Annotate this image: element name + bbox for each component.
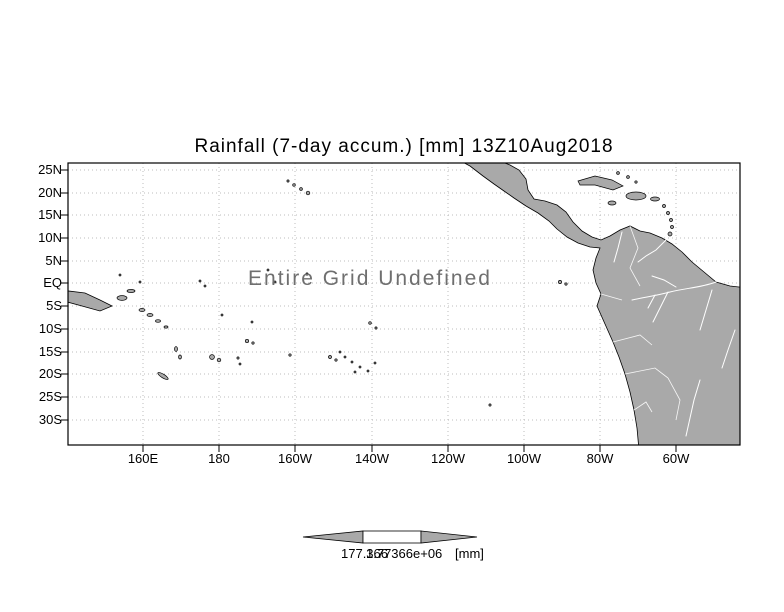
y-tick-label: 15S — [38, 344, 62, 359]
cook-islet — [288, 353, 292, 357]
new-guinea-tip — [68, 290, 113, 312]
galapagos-islet — [558, 280, 562, 284]
antilles-islet — [670, 225, 674, 229]
x-tick-label: 120W — [431, 451, 465, 466]
tuamotu-islet — [373, 361, 377, 365]
marquesas-islet — [374, 326, 378, 330]
colorbar-min-label: 177.366 — [341, 546, 388, 561]
vanuatu-islet — [174, 346, 178, 352]
solomon-islet — [138, 308, 146, 312]
country-border-lines — [600, 225, 681, 421]
kiribati-islet — [203, 284, 207, 288]
x-tick-label: 80W — [586, 451, 614, 466]
americas-landmass — [463, 163, 740, 445]
jamaica-island — [607, 200, 617, 206]
y-tick-label: 20S — [38, 366, 62, 381]
samoa-islet — [251, 341, 255, 345]
tuamotu-islet — [338, 350, 342, 354]
y-tick-label: 20N — [38, 185, 62, 200]
new-ireland-island — [126, 289, 136, 293]
plot-frame — [67, 162, 741, 446]
line-islands-islet — [273, 280, 277, 284]
hispaniola-island — [625, 191, 647, 201]
hawaii-islet — [299, 187, 303, 191]
fiji-islet — [216, 357, 222, 363]
colorbar-mid-cell — [362, 530, 422, 544]
tokelau-islet — [250, 320, 254, 324]
christmas-islet — [305, 272, 309, 276]
tuamotu-islet — [343, 355, 347, 359]
y-tick-label: 15N — [38, 207, 62, 222]
trinidad-island — [667, 231, 673, 237]
x-tick-label: 180 — [208, 451, 230, 466]
society-islet — [334, 358, 338, 362]
tonga-islet — [238, 362, 242, 366]
society-islet — [328, 355, 332, 359]
x-tick-label: 160E — [127, 451, 159, 466]
hawaii-islet — [286, 179, 290, 183]
new-britain-island — [116, 295, 128, 301]
longitude-tick-marks — [142, 445, 677, 452]
colorbar-right-cone — [420, 530, 478, 544]
easter-islet — [488, 403, 492, 407]
bahamas-islet — [634, 180, 638, 184]
hawaii-islet — [292, 183, 296, 187]
tonga-islet — [236, 356, 240, 360]
bahamas-islet — [626, 175, 630, 179]
y-tick-label: 5N — [45, 253, 62, 268]
colorbar-left-cone — [302, 530, 364, 544]
plot-title: Rainfall (7-day accum.) [mm] 13Z10Aug201… — [194, 136, 614, 157]
solomon-islet — [146, 313, 154, 317]
micronesia-islet — [118, 273, 122, 277]
river-lines — [613, 231, 736, 437]
tuamotu-islet — [358, 365, 362, 369]
antilles-islet — [662, 204, 666, 208]
tuamotu-islet — [350, 360, 354, 364]
new-caledonia-island — [157, 372, 169, 380]
y-tick-label: 10N — [38, 230, 62, 245]
galapagos-islet — [564, 282, 568, 286]
vanuatu-islet — [178, 354, 182, 360]
x-tick-label: 160W — [278, 451, 312, 466]
tuvalu-islet — [220, 313, 224, 317]
samoa-islet — [244, 338, 250, 344]
y-tick-label: 10S — [38, 321, 62, 336]
y-tick-label: 25N — [38, 162, 62, 177]
colorbar-units-label: [mm] — [455, 546, 484, 561]
hawaii-islet — [305, 190, 311, 196]
y-tick-label: 5S — [46, 298, 62, 313]
line-islands-islet — [266, 268, 270, 272]
x-tick-label: 100W — [507, 451, 541, 466]
kiribati-islet — [198, 279, 202, 283]
tuamotu-islet — [353, 370, 357, 374]
nauru-islet — [138, 280, 142, 284]
y-tick-label: 30S — [38, 412, 62, 427]
latitude-tick-marks — [61, 169, 68, 421]
y-tick-label: 25S — [38, 389, 62, 404]
solomon-islet — [163, 325, 169, 329]
cuba-island — [577, 175, 624, 191]
undefined-grid-message: Entire Grid Undefined — [248, 267, 492, 290]
puerto-rico-island — [650, 196, 660, 202]
colorbar-max-label: 1.77366e+06 — [366, 546, 443, 561]
colorbar — [302, 530, 478, 544]
solomon-islet — [155, 319, 161, 323]
antilles-islet — [666, 211, 670, 215]
bahamas-islet — [616, 171, 620, 175]
tuamotu-islet — [366, 369, 370, 373]
marquesas-islet — [368, 321, 372, 325]
x-tick-label: 60W — [662, 451, 690, 466]
landmass-layer — [68, 163, 740, 445]
fiji-islet — [209, 354, 215, 360]
antilles-islet — [669, 218, 673, 222]
x-tick-label: 140W — [355, 451, 389, 466]
y-tick-label: EQ — [43, 275, 62, 290]
